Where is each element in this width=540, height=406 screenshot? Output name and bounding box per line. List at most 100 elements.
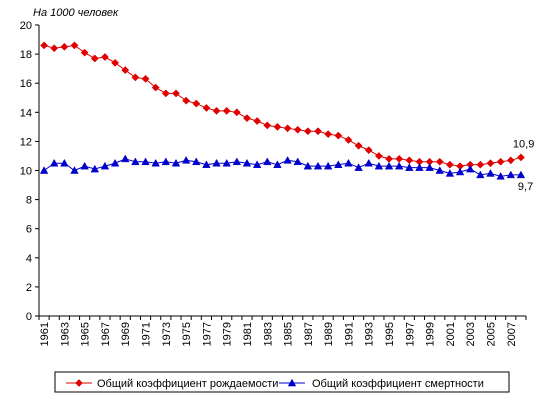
data-point bbox=[111, 58, 120, 67]
legend-marker bbox=[287, 378, 297, 387]
data-point bbox=[181, 156, 191, 164]
data-point bbox=[50, 44, 59, 53]
legend-label: Общий коэффициент смертности bbox=[312, 378, 484, 390]
y-tick-label: 8 bbox=[26, 195, 32, 207]
data-point bbox=[374, 161, 384, 170]
legend: Общий коэффициент рождаемости Общий коэфф… bbox=[54, 371, 510, 393]
data-point bbox=[273, 160, 282, 168]
x-tick-label: 1989 bbox=[323, 322, 335, 346]
data-point bbox=[232, 108, 241, 117]
x-tick-label: 1987 bbox=[303, 322, 315, 346]
data-point bbox=[161, 157, 171, 166]
data-point bbox=[151, 83, 160, 92]
data-point bbox=[445, 160, 454, 169]
data-point bbox=[141, 74, 150, 83]
x-tick-label: 2005 bbox=[485, 322, 497, 346]
x-tick-label: 2007 bbox=[506, 322, 518, 346]
data-point bbox=[222, 158, 231, 167]
data-point bbox=[242, 158, 252, 167]
data-point bbox=[212, 158, 221, 167]
series-2 bbox=[39, 154, 526, 180]
data-point bbox=[354, 163, 363, 171]
data-point bbox=[476, 170, 485, 179]
data-point bbox=[486, 159, 495, 168]
x-tick-label: 1981 bbox=[242, 322, 254, 346]
data-point bbox=[435, 157, 444, 166]
data-point bbox=[385, 154, 393, 163]
x-tick-label: 1995 bbox=[384, 322, 396, 346]
data-point bbox=[222, 106, 231, 115]
data-point bbox=[344, 135, 353, 144]
legend-marker bbox=[75, 379, 83, 387]
data-point bbox=[486, 169, 495, 177]
data-point bbox=[455, 167, 465, 176]
data-point bbox=[476, 160, 485, 169]
data-point bbox=[516, 153, 525, 162]
legend-label: Общий коэффициент рождаемости bbox=[97, 378, 278, 390]
data-point bbox=[344, 158, 353, 167]
data-point bbox=[212, 106, 221, 115]
data-point bbox=[192, 99, 201, 108]
data-point bbox=[364, 158, 373, 167]
data-point bbox=[90, 164, 100, 173]
data-point bbox=[293, 157, 302, 166]
series-1 bbox=[40, 41, 525, 171]
x-tick-label: 1961 bbox=[39, 322, 51, 346]
x-tick-label: 1997 bbox=[404, 322, 416, 346]
data-point bbox=[263, 157, 272, 166]
unit-caption: На 1000 человек bbox=[33, 7, 119, 19]
data-point bbox=[263, 121, 272, 130]
data-point bbox=[171, 158, 181, 167]
data-point bbox=[323, 161, 333, 170]
data-point bbox=[313, 161, 323, 170]
data-point bbox=[60, 158, 69, 167]
data-point bbox=[445, 169, 455, 177]
data-point bbox=[405, 163, 414, 171]
end-label-birth: 10,9 bbox=[513, 138, 534, 150]
data-point bbox=[405, 156, 414, 165]
x-tick-label: 2001 bbox=[445, 322, 457, 346]
end-label-death: 9,7 bbox=[518, 181, 533, 193]
data-point bbox=[314, 127, 322, 136]
y-tick-label: 16 bbox=[20, 78, 32, 90]
data-point bbox=[121, 66, 130, 75]
data-point bbox=[141, 157, 150, 166]
data-point bbox=[70, 166, 79, 174]
data-point bbox=[100, 161, 110, 170]
data-point bbox=[70, 41, 79, 50]
data-point bbox=[49, 158, 59, 167]
y-tick-label: 10 bbox=[20, 166, 32, 178]
data-point bbox=[110, 158, 120, 167]
data-point bbox=[506, 156, 515, 165]
data-point bbox=[253, 117, 262, 125]
data-point bbox=[354, 141, 363, 150]
data-point bbox=[334, 160, 343, 168]
end-labels: 10,9 9,7 bbox=[513, 138, 534, 192]
data-point bbox=[80, 48, 89, 57]
data-point bbox=[80, 161, 89, 170]
x-tick-label: 1991 bbox=[343, 322, 355, 346]
x-tick-label: 1979 bbox=[222, 322, 234, 346]
data-point bbox=[303, 127, 312, 136]
x-tick-label: 1983 bbox=[262, 322, 274, 346]
x-tick-label: 1975 bbox=[181, 322, 193, 346]
x-tick-label: 1985 bbox=[283, 322, 295, 346]
data-point bbox=[60, 42, 69, 51]
data-point bbox=[384, 161, 394, 170]
data-point bbox=[435, 166, 444, 174]
x-tick-label: 1967 bbox=[100, 322, 112, 346]
data-point bbox=[293, 125, 302, 134]
data-point bbox=[334, 131, 343, 140]
series-layer bbox=[39, 41, 526, 180]
data-point bbox=[273, 122, 282, 131]
data-point bbox=[283, 124, 292, 133]
x-tick-label: 1969 bbox=[120, 322, 132, 346]
data-point bbox=[324, 130, 333, 139]
x-tick-label: 1999 bbox=[425, 322, 437, 346]
data-point bbox=[252, 160, 262, 168]
data-point bbox=[394, 161, 404, 170]
axes: 0 2 4 6 8 10 12 14 16 18 20 1961 1963 1965 1967 1969 197… bbox=[20, 20, 527, 346]
data-point bbox=[202, 160, 211, 168]
y-tick-label: 14 bbox=[20, 107, 32, 119]
